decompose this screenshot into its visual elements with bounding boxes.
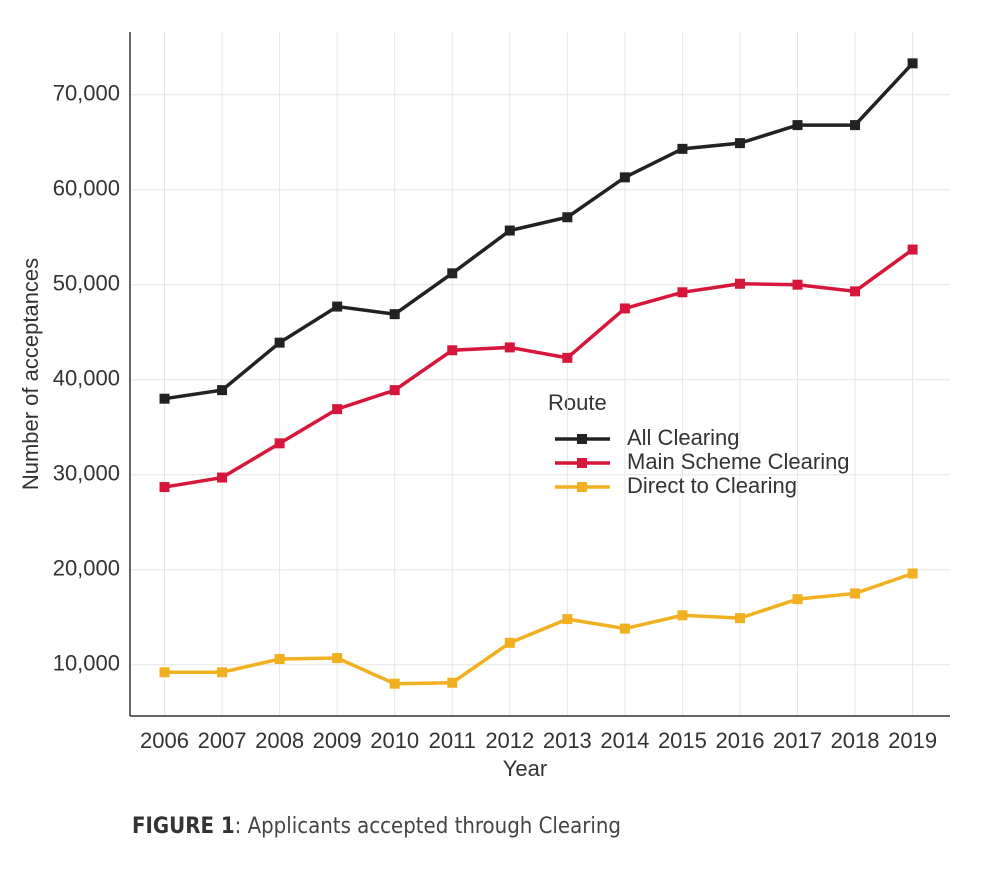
point	[792, 120, 803, 131]
legend-label: All Clearing	[627, 425, 740, 450]
x-axis-title: Year	[503, 756, 547, 781]
y-axis-title: Number of acceptances	[18, 258, 43, 490]
point	[850, 588, 861, 599]
point	[389, 309, 400, 320]
point	[562, 614, 573, 625]
point	[217, 667, 228, 678]
point	[217, 472, 228, 483]
caption-label: FIGURE 1	[132, 814, 235, 839]
point	[504, 637, 515, 648]
point	[274, 438, 285, 449]
point	[504, 342, 515, 353]
point	[907, 58, 918, 69]
point	[907, 244, 918, 255]
point	[619, 172, 630, 183]
x-tick-label: 2013	[543, 728, 592, 753]
x-tick-label: 2015	[658, 728, 707, 753]
chart: Year Number of acceptances Route 10,000 2…	[18, 32, 950, 781]
x-tick-label: 2018	[831, 728, 880, 753]
point	[792, 594, 803, 605]
x-tick-label: 2006	[140, 728, 189, 753]
point	[907, 568, 918, 579]
legend-label: Direct to Clearing	[627, 473, 797, 498]
point	[332, 301, 343, 312]
x-tick-label: 2014	[600, 728, 649, 753]
series-line	[164, 62, 914, 401]
point	[677, 287, 688, 298]
point	[332, 653, 343, 664]
point	[562, 352, 573, 363]
x-tick-label: 2010	[370, 728, 419, 753]
point	[734, 138, 745, 149]
legend-marker	[577, 434, 587, 444]
point	[677, 143, 688, 154]
legend-marker	[577, 458, 587, 468]
series-line	[164, 248, 914, 489]
y-tick-label: 50,000	[53, 271, 120, 296]
page: Year Number of acceptances Route 10,000 2…	[17, 32, 950, 839]
x-tick-label: 2017	[773, 728, 822, 753]
y-tick-label: 60,000	[53, 176, 120, 201]
x-tick-label: 2016	[715, 728, 764, 753]
point	[159, 393, 170, 404]
point	[734, 278, 745, 289]
point	[159, 482, 170, 493]
y-tick-label: 20,000	[53, 556, 120, 581]
legend-label: Main Scheme Clearing	[627, 449, 850, 474]
y-tick-label: 40,000	[53, 366, 120, 391]
point	[447, 677, 458, 688]
y-tick-label: 70,000	[53, 81, 120, 106]
x-tick-label: 2019	[888, 728, 937, 753]
point	[159, 667, 170, 678]
point	[332, 404, 343, 415]
point	[734, 613, 745, 624]
caption: FIGURE 1: Applicants accepted through Cl…	[132, 814, 621, 839]
x-tick-label: 2011	[429, 728, 476, 753]
point	[619, 303, 630, 314]
point	[792, 279, 803, 290]
point	[217, 385, 228, 396]
point	[504, 225, 515, 236]
point	[447, 268, 458, 279]
x-tick-label: 2009	[313, 728, 362, 753]
legend-title: Route	[548, 390, 607, 415]
series-line	[164, 571, 914, 686]
y-tick-label: 10,000	[53, 651, 120, 676]
x-tick-label: 2008	[255, 728, 304, 753]
caption-text: : Applicants accepted through Clearing	[234, 814, 621, 839]
point	[389, 678, 400, 689]
x-tick-label: 2012	[485, 728, 534, 753]
point	[562, 212, 573, 223]
point	[447, 345, 458, 356]
point	[274, 337, 285, 348]
point	[274, 654, 285, 664]
point	[677, 610, 688, 621]
y-tick-label: 30,000	[53, 461, 120, 486]
point	[389, 385, 400, 396]
point	[850, 286, 861, 297]
point	[850, 120, 861, 131]
legend-marker	[577, 482, 587, 492]
x-tick-label: 2007	[198, 728, 247, 753]
point	[619, 623, 630, 634]
